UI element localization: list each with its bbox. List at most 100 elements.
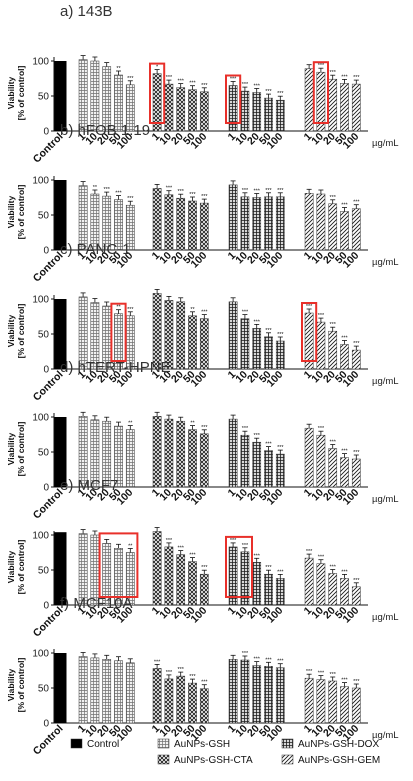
bar-aunps-gsh-dox-50 <box>264 336 273 370</box>
y-axis-label-1: Viability <box>6 551 16 584</box>
y-tick-label: 100 <box>32 531 49 542</box>
bar-aunps-gsh-dox-100 <box>275 340 285 370</box>
bar-aunps-gsh-gem-20 <box>328 448 338 488</box>
significance-label: *** <box>242 310 249 316</box>
bar-aunps-gsh-dox-20 <box>252 562 262 606</box>
x-unit-label: µg/mL <box>372 376 399 387</box>
highlight-box <box>225 535 253 599</box>
bar-aunps-gsh-cta-100 <box>199 573 209 606</box>
bar-aunps-gsh-dox-1 <box>228 659 238 724</box>
bar-aunps-gsh-gem-1 <box>304 193 314 251</box>
bar-aunps-gsh-cta-10 <box>164 678 174 724</box>
bar-aunps-gsh-10 <box>90 657 100 724</box>
significance-label: ** <box>93 185 98 191</box>
significance-label: *** <box>265 328 272 334</box>
significance-label: *** <box>201 310 208 316</box>
bar-aunps-gsh-20 <box>102 659 112 724</box>
bar-control <box>54 532 67 605</box>
y-axis-label-1: Viability <box>6 196 16 229</box>
significance-label: *** <box>201 565 208 571</box>
y-tick-label: 50 <box>38 92 50 103</box>
bar-aunps-gsh-gem-50 <box>340 457 349 488</box>
bar-aunps-gsh-cta-10 <box>164 546 174 606</box>
significance-label: *** <box>329 322 336 328</box>
bar-aunps-gsh-cta-100 <box>199 318 209 370</box>
bar-control <box>54 653 67 723</box>
legend-item: Control <box>70 738 119 750</box>
panel-label: a) 143B <box>60 3 113 20</box>
bar-aunps-gsh-cta-50 <box>188 429 197 488</box>
bar-aunps-gsh-gem-100 <box>351 586 361 606</box>
significance-label: *** <box>253 553 260 559</box>
bar-aunps-gsh-1 <box>78 656 88 724</box>
bar-aunps-gsh-cta-20 <box>176 554 186 606</box>
bar-aunps-gsh-gem-100 <box>351 208 361 251</box>
legend-item: AuNPs-GSH-DOX <box>281 738 379 750</box>
panel-label: e) MCF7 <box>60 477 118 494</box>
significance-label: *** <box>265 657 272 663</box>
significance-label: *** <box>253 319 260 325</box>
significance-label: *** <box>277 659 284 665</box>
bar-aunps-gsh-dox-20 <box>252 665 262 724</box>
y-axis-label-2: [% of control] <box>16 539 26 594</box>
legend-item: AuNPs-GSH <box>157 738 230 750</box>
y-tick-label: 100 <box>32 176 49 187</box>
legend-swatch <box>281 738 294 749</box>
y-axis-label-2: [% of control] <box>16 421 26 476</box>
bar-aunps-gsh-gem-10 <box>316 434 326 488</box>
bar-aunps-gsh-gem-1 <box>304 677 314 724</box>
bar-aunps-gsh-dox-1 <box>228 184 238 251</box>
y-axis-label-2: [% of control] <box>16 657 26 712</box>
significance-label: *** <box>166 670 173 676</box>
significance-label: *** <box>277 569 284 575</box>
significance-label: *** <box>277 445 284 451</box>
panel-label: b) hFOB 1.19 <box>60 122 150 139</box>
legend-swatch <box>70 738 83 749</box>
bar-aunps-gsh-gem-50 <box>340 211 349 251</box>
legend-swatch <box>157 738 170 749</box>
bar-aunps-gsh-cta-50 <box>188 89 197 132</box>
bar-aunps-gsh-cta-50 <box>188 200 197 251</box>
bar-aunps-gsh-dox-20 <box>252 328 262 370</box>
significance-label: *** <box>329 440 336 446</box>
significance-label: *** <box>189 553 196 559</box>
bar-aunps-gsh-cta-100 <box>199 91 209 132</box>
y-axis-label-2: [% of control] <box>16 303 26 358</box>
significance-label: *** <box>265 188 272 194</box>
bar-aunps-gsh-gem-1 <box>304 68 314 132</box>
significance-label: * <box>156 65 159 71</box>
significance-label: ** <box>116 305 121 311</box>
significance-label: *** <box>154 659 161 665</box>
bar-aunps-gsh-dox-100 <box>275 99 285 132</box>
significance-label: *** <box>353 341 360 347</box>
significance-label: *** <box>318 555 325 561</box>
legend-label: AuNPs-GSH <box>174 739 230 750</box>
y-tick-label: 100 <box>32 57 49 68</box>
bar-control <box>54 61 67 131</box>
significance-label: *** <box>201 425 208 431</box>
y-axis-label-1: Viability <box>6 669 16 702</box>
x-unit-label: µg/mL <box>372 494 399 505</box>
legend: Control AuNPs-GSH AuNPs-GSH-DOX AuNPs-GSH-C… <box>70 738 380 766</box>
significance-label: *** <box>201 194 208 200</box>
y-axis-label-1: Viability <box>6 315 16 348</box>
significance-label: *** <box>253 84 260 90</box>
bar-aunps-gsh-gem-20 <box>328 203 338 251</box>
y-tick-label: 0 <box>43 246 49 257</box>
bar-control <box>54 417 67 487</box>
significance-label: *** <box>242 82 249 88</box>
bar-aunps-gsh-cta-10 <box>164 83 174 132</box>
bar-aunps-gsh-dox-50 <box>264 196 273 251</box>
significance-label: *** <box>341 678 348 684</box>
bar-aunps-gsh-gem-20 <box>328 330 338 370</box>
legend-label: AuNPs-GSH-CTA <box>174 755 253 766</box>
highlight-box <box>312 61 329 124</box>
bar-aunps-gsh-dox-100 <box>275 667 285 724</box>
bar-aunps-gsh-dox-100 <box>275 578 285 606</box>
x-unit-label: µg/mL <box>372 257 399 268</box>
significance-label: *** <box>306 304 313 310</box>
bar-aunps-gsh-gem-100 <box>351 687 361 724</box>
x-unit-label: µg/mL <box>372 138 399 149</box>
significance-label: *** <box>306 549 313 555</box>
